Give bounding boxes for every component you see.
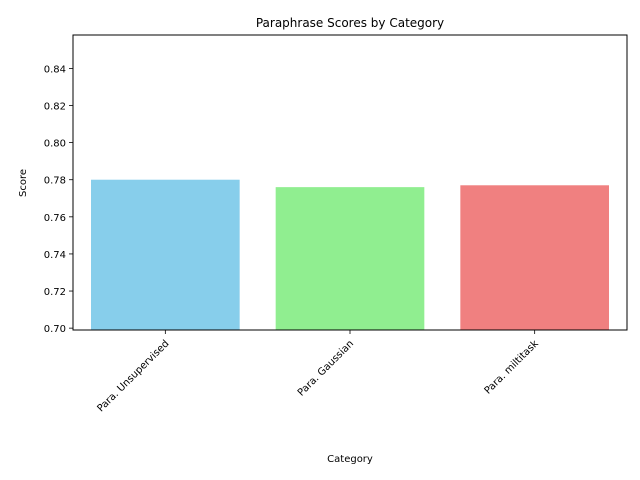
y-tick-label: 0.72	[44, 287, 66, 298]
y-tick-label: 0.78	[44, 176, 66, 187]
y-tick-label: 0.70	[44, 324, 66, 335]
y-tick-label: 0.82	[44, 102, 66, 113]
y-axis-ticks: 0.70 0.72 0.74 0.76 0.78 0.80 0.82 0.84	[44, 64, 73, 335]
y-axis-label: Score	[18, 169, 29, 197]
bars-group	[91, 179, 609, 330]
bar	[91, 179, 240, 330]
bar	[275, 187, 425, 330]
y-tick-label: 0.80	[44, 139, 66, 150]
y-tick-label: 0.84	[44, 64, 66, 75]
y-tick-label: 0.74	[44, 250, 66, 261]
y-tick-label: 0.76	[44, 213, 66, 224]
plot-frame	[72, 34, 628, 331]
bar	[460, 185, 609, 330]
x-axis-label: Category	[327, 454, 373, 465]
chart-title: Paraphrase Scores by Category	[256, 16, 444, 30]
